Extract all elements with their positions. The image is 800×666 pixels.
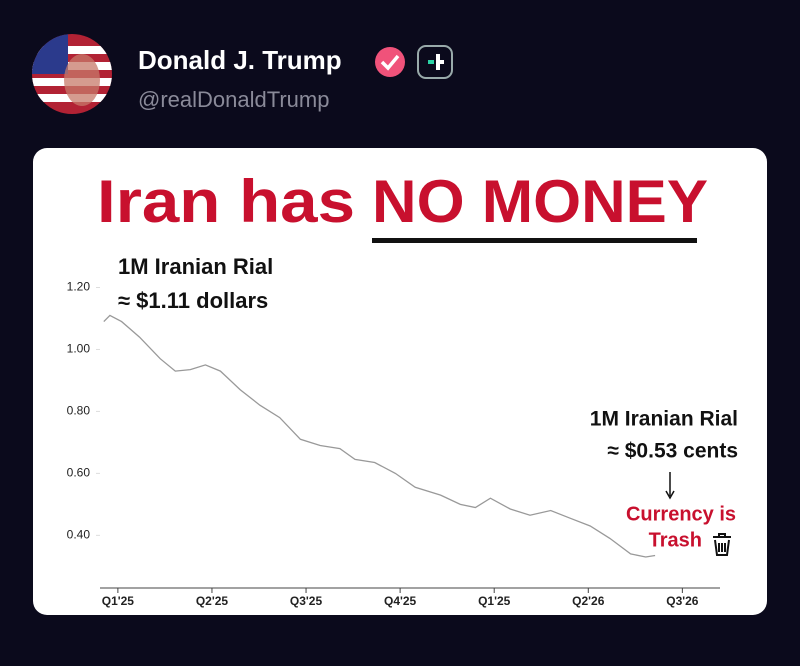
chart-title: Iran has — [97, 168, 355, 235]
author-handle[interactable]: @realDonaldTrump — [138, 87, 329, 112]
x-tick-label: Q4'25 — [384, 594, 417, 608]
y-tick-label: 0.60 — [67, 466, 91, 480]
annotation: 1M Iranian Rial — [590, 408, 738, 431]
annotation: Currency is — [626, 503, 736, 525]
x-tick-label: Q3'25 — [290, 594, 323, 608]
y-tick-label: 1.00 — [67, 342, 91, 356]
x-tick-label: Q1'25 — [102, 594, 135, 608]
annotation: Trash — [649, 529, 702, 551]
y-tick-label: 1.20 — [67, 280, 91, 294]
follow-button[interactable] — [417, 45, 453, 79]
verified-badge — [375, 47, 405, 77]
x-tick-label: Q2'25 — [196, 594, 229, 608]
annotation: ≈ $0.53 cents — [607, 440, 738, 463]
arrow — [665, 472, 675, 500]
y-tick-label: 0.80 — [67, 404, 91, 418]
author-name[interactable]: Donald J. Trump — [138, 45, 342, 75]
x-tick-label: Q1'25 — [478, 594, 511, 608]
title-underline — [372, 238, 697, 243]
line-series — [103, 314, 656, 558]
y-tick-label: 0.40 — [67, 528, 91, 542]
x-tick-label: Q2'26 — [572, 594, 605, 608]
avatar[interactable] — [32, 34, 112, 114]
chart-card[interactable] — [33, 148, 767, 615]
annotation: 1M Iranian Rial — [118, 254, 273, 279]
chart-title-emphasis: NO MONEY — [372, 168, 708, 235]
trash-icon — [713, 533, 731, 556]
x-tick-label: Q3'26 — [666, 594, 699, 608]
annotation: ≈ $1.11 dollars — [118, 288, 268, 313]
